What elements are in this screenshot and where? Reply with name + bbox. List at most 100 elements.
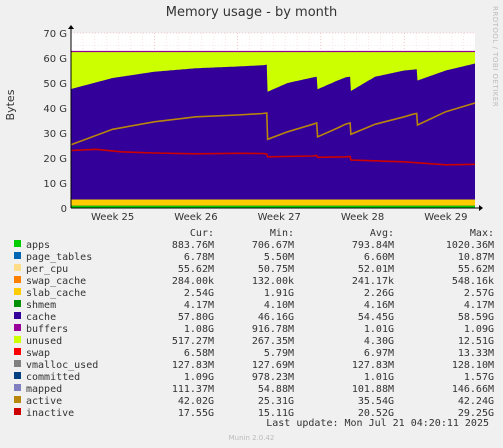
legend-min: 127.69M [251,360,294,371]
legend-avg: 1.01G [363,324,394,335]
legend: Cur: Min: Avg: Max: apps 883.76M 706.67M 79… [14,228,494,420]
legend-row-page-tables: page_tables 6.78M 5.50M 6.60M 10.87M [14,252,494,264]
legend-cur: 42.02G [177,396,214,407]
legend-avg: 54.45G [357,312,394,323]
x-tick-label: Week 26 [174,212,217,223]
legend-name: vmalloc_used [26,360,99,371]
legend-header-avg: Avg: [369,228,394,239]
legend-max: 42.24G [457,396,494,407]
legend-name: swap [26,348,51,359]
legend-swatch [14,252,21,259]
legend-header-min: Min: [269,228,294,239]
legend-max: 1.09G [463,324,494,335]
legend-name: page_tables [26,252,93,263]
legend-cur: 55.62M [177,264,214,275]
y-tick-label: 10 G [43,179,67,190]
legend-min: 132.00k [251,276,294,287]
legend-cur: 127.83M [171,360,214,371]
rrdtool-watermark: RRDTOOL / TOBI OETIKER [491,6,499,108]
legend-max: 1020.36M [445,240,494,251]
legend-name: inactive [26,408,75,419]
legend-row-swap-cache: swap_cache 284.00k 132.00k 241.17k 548.16k [14,276,494,288]
legend-min: 267.35M [251,336,294,347]
legend-cur: 57.80G [177,312,214,323]
legend-min: 50.75M [257,264,294,275]
last-update: Last update: Mon Jul 21 04:20:11 2025 [266,418,489,429]
legend-row-inactive: inactive 17.55G 15.11G 20.52G 29.25G [14,408,494,420]
legend-min: 4.10M [263,300,294,311]
y-tick-label: 0 [61,204,67,215]
legend-swatch [14,312,21,319]
legend-row-swap: swap 6.58M 5.79M 6.97M 13.33M [14,348,494,360]
legend-name: active [26,396,63,407]
legend-max: 2.57G [463,288,494,299]
legend-min: 916.78M [251,324,294,335]
legend-row-unused: unused 517.27M 267.35M 4.30G 12.51G [14,336,494,348]
y-tick-label: 70 G [43,29,67,40]
legend-row-active: active 42.02G 25.31G 35.54G 42.24G [14,396,494,408]
area-stack [71,50,475,208]
legend-avg: 127.83M [351,360,394,371]
legend-cur: 517.27M [171,336,214,347]
legend-cur: 2.54G [183,288,214,299]
munin-version: Munin 2.0.42 [228,434,275,442]
legend-swatch [14,324,21,331]
legend-swatch [14,288,21,295]
legend-max: 4.17M [463,300,494,311]
legend-cur: 111.37M [171,384,214,395]
legend-min: 25.31G [257,396,294,407]
legend-swatch [14,360,21,367]
legend-name: slab_cache [26,288,87,299]
legend-max: 146.66M [451,384,494,395]
legend-avg: 241.17k [351,276,394,287]
legend-avg: 52.01M [357,264,394,275]
legend-min: 5.50M [263,252,294,263]
legend-row-buffers: buffers 1.08G 916.78M 1.01G 1.09G [14,324,494,336]
legend-name: committed [26,372,81,383]
legend-name: mapped [26,384,63,395]
legend-min: 46.16G [257,312,294,323]
legend-avg: 793.84M [351,240,394,251]
legend-header-max: Max: [469,228,494,239]
legend-name: buffers [26,324,69,335]
legend-max: 1.57G [463,372,494,383]
legend-avg: 2.26G [363,288,394,299]
legend-swatch [14,276,21,283]
legend-row-per-cpu: per_cpu 55.62M 50.75M 52.01M 55.62M [14,264,494,276]
x-tick-label: Week 28 [341,212,384,223]
legend-avg: 6.97M [363,348,394,359]
legend-max: 13.33M [457,348,494,359]
y-tick-label: 60 G [43,54,67,65]
legend-name: apps [26,240,51,251]
legend-cur: 284.00k [171,276,214,287]
legend-row-vmalloc-used: vmalloc_used 127.83M 127.69M 127.83M 128.10M [14,360,494,372]
legend-min: 978.23M [251,372,294,383]
legend-row-committed: committed 1.09G 978.23M 1.01G 1.57G [14,372,494,384]
legend-swatch [14,264,21,271]
legend-row-apps: apps 883.76M 706.67M 793.84M 1020.36M [14,240,494,252]
legend-avg: 4.16M [363,300,394,311]
area-apps [71,205,475,208]
legend-avg: 4.30G [363,336,394,347]
legend-max: 548.16k [451,276,494,287]
legend-cur: 883.76M [171,240,214,251]
legend-header: Cur: Min: Avg: Max: [14,228,494,240]
legend-row-mapped: mapped 111.37M 54.88M 101.88M 146.66M [14,384,494,396]
legend-name: per_cpu [26,264,69,275]
legend-swatch [14,372,21,379]
legend-swatch [14,300,21,307]
legend-swatch [14,336,21,343]
legend-swatch [14,348,21,355]
legend-min: 1.91G [263,288,294,299]
legend-avg: 6.60M [363,252,394,263]
legend-cur: 4.17M [183,300,214,311]
y-tick-label: 20 G [43,154,67,165]
legend-min: 54.88M [257,384,294,395]
legend-cur: 6.78M [183,252,214,263]
legend-swatch [14,396,21,403]
legend-max: 12.51G [457,336,494,347]
x-tick-label: Week 25 [91,212,134,223]
legend-row-cache: cache 57.80G 46.16G 54.45G 58.59G [14,312,494,324]
area-slab-cache [71,199,475,206]
line-inactive [70,148,476,166]
